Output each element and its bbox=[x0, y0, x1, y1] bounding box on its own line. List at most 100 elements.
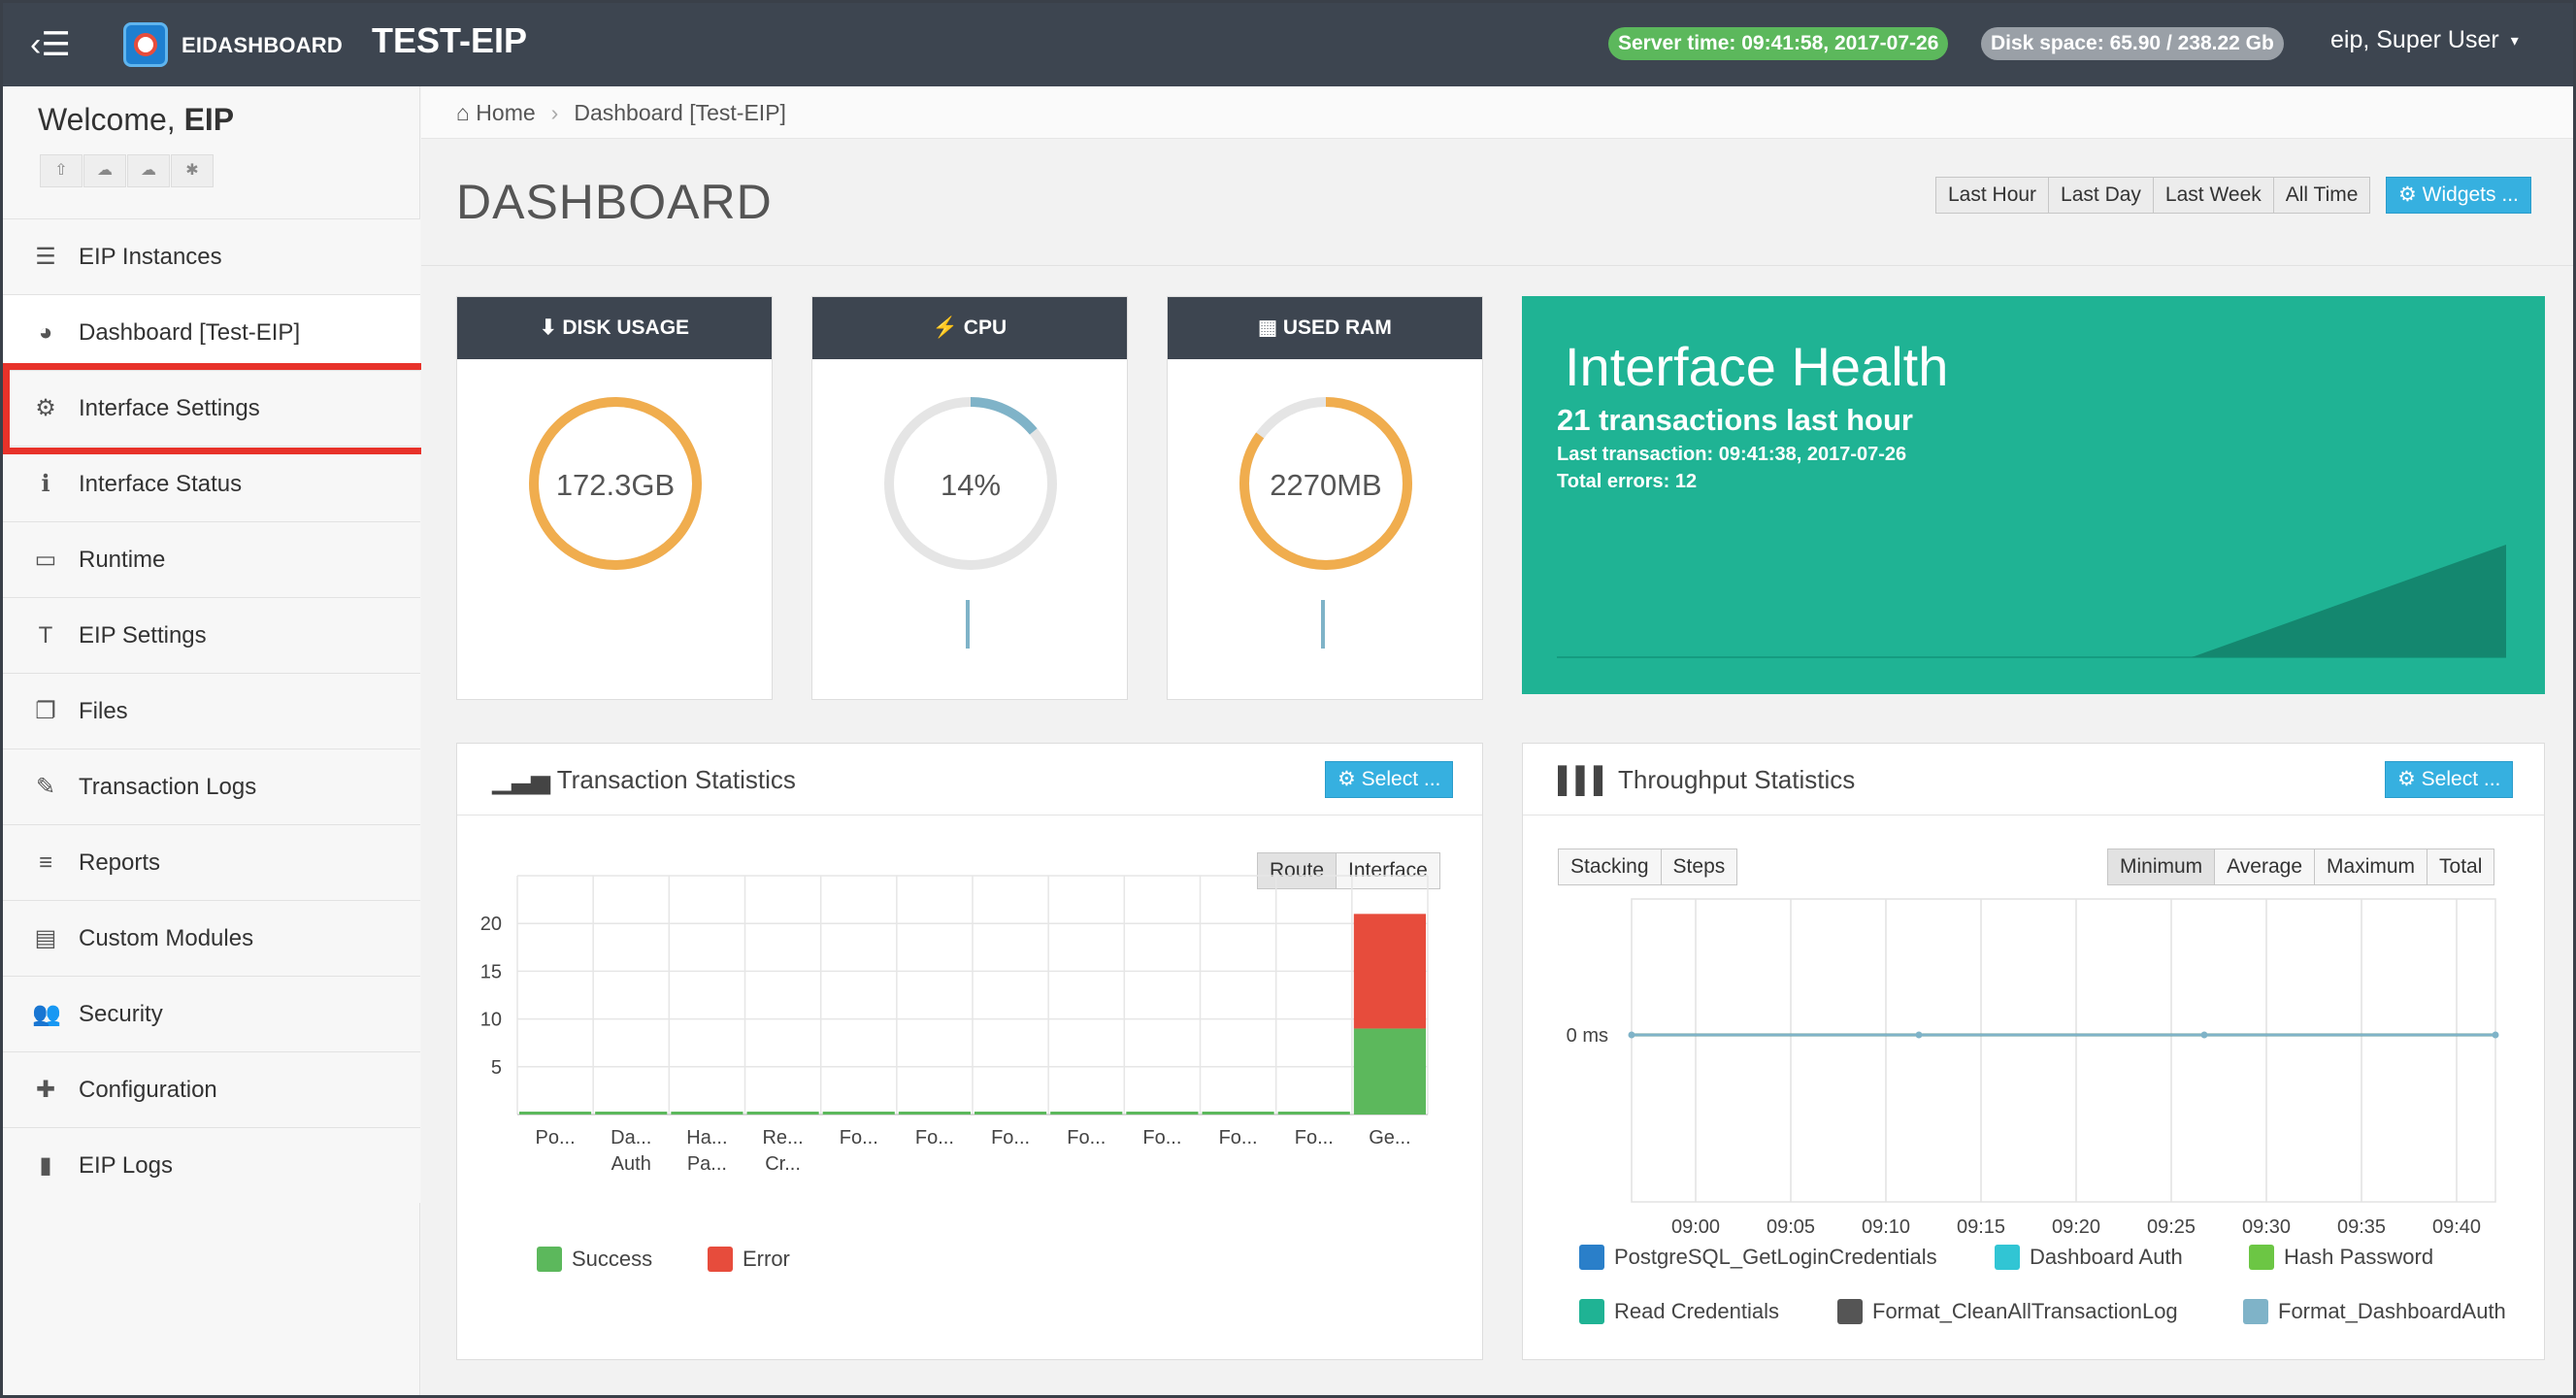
stacking-button[interactable]: Stacking bbox=[1558, 849, 1662, 885]
maximum-button[interactable]: Maximum bbox=[2315, 849, 2428, 885]
panel-title: ▌▌▌ Throughput Statistics bbox=[1558, 765, 1856, 794]
sidebar-item-security[interactable]: 👥 Security bbox=[3, 976, 420, 1051]
server-time-badge: Server time: 09:41:58, 2017-07-26 bbox=[1608, 27, 1949, 60]
bug-icon[interactable]: ✱ bbox=[171, 154, 214, 187]
legend-item: Dashboard Auth bbox=[1995, 1245, 2183, 1270]
range-last-hour-button[interactable]: Last Hour bbox=[1935, 177, 2050, 214]
sidebar-item-label: Configuration bbox=[79, 1076, 217, 1103]
sidebar-item-transaction-logs[interactable]: ✎ Transaction Logs bbox=[3, 749, 420, 824]
data-point bbox=[1628, 1031, 1635, 1039]
sidebar-item-interface-status[interactable]: ℹ Interface Status bbox=[3, 446, 420, 521]
range-last-week-button[interactable]: Last Week bbox=[2153, 177, 2274, 214]
legend-item: PostgreSQL_GetLoginCredentials bbox=[1579, 1245, 1937, 1270]
files-icon: ❐ bbox=[35, 698, 56, 724]
bar-error[interactable] bbox=[1353, 914, 1426, 1029]
bar-success[interactable] bbox=[746, 1112, 819, 1115]
x-tick-label: 09:35 bbox=[2337, 1216, 2386, 1238]
gauge-arc bbox=[884, 397, 1057, 570]
bar-success[interactable] bbox=[519, 1112, 592, 1115]
widgets-button[interactable]: ⚙ Widgets ... bbox=[2386, 177, 2531, 214]
monitor-icon: ▭ bbox=[34, 547, 57, 573]
sidebar-item-label: Dashboard [Test-EIP] bbox=[79, 318, 301, 346]
used-ram-header: ▦ USED RAM bbox=[1168, 297, 1482, 359]
cloud-download-icon[interactable]: ☁ bbox=[127, 154, 170, 187]
gauge-arc bbox=[529, 397, 702, 570]
sidebar-item-eip-settings[interactable]: T EIP Settings bbox=[3, 597, 420, 673]
health-errors: Total errors: 12 bbox=[1557, 471, 1698, 492]
select-button[interactable]: ⚙ Select ... bbox=[1325, 761, 1454, 798]
range-last-day-button[interactable]: Last Day bbox=[2049, 177, 2154, 214]
bar-success[interactable] bbox=[974, 1112, 1047, 1115]
x-tick-label: 09:15 bbox=[1957, 1216, 2005, 1238]
user-menu[interactable]: eip, Super User ▾ bbox=[2330, 26, 2519, 54]
sidebar-item-runtime[interactable]: ▭ Runtime bbox=[3, 521, 420, 597]
transaction-statistics-panel: ▁▃▅ Transaction Statistics ⚙ Select ... … bbox=[456, 743, 1483, 1360]
sidebar-item-dashboard-test-eip[interactable]: ◕ Dashboard [Test-EIP] bbox=[3, 294, 420, 370]
x-tick-label: 09:40 bbox=[2432, 1216, 2481, 1238]
x-tick-label: 09:30 bbox=[2242, 1216, 2291, 1238]
info-icon: ℹ bbox=[41, 471, 50, 497]
x-tick-label: 09:00 bbox=[1671, 1216, 1720, 1238]
main-content: ⌂ Home › Dashboard [Test-EIP] DASHBOARD La… bbox=[421, 86, 2573, 1395]
select-button[interactable]: ⚙ Select ... bbox=[2385, 761, 2514, 798]
health-title: Interface Health bbox=[1565, 336, 1949, 397]
y-tick-label: 0 ms bbox=[1567, 1025, 1608, 1047]
x-tick-label: Fo... bbox=[840, 1127, 878, 1148]
signal-icon: ▁▃▅ bbox=[492, 765, 557, 794]
sidebar-item-label: Custom Modules bbox=[79, 924, 254, 951]
sidebar-item-label: Security bbox=[79, 1000, 163, 1027]
sidebar-item-interface-settings[interactable]: ⚙ Interface Settings bbox=[3, 370, 420, 446]
steps-button[interactable]: Steps bbox=[1661, 849, 1738, 885]
x-tick-label: Ge... bbox=[1369, 1127, 1410, 1148]
bar-success[interactable] bbox=[1126, 1112, 1199, 1115]
x-tick-label: 09:20 bbox=[2052, 1216, 2100, 1238]
highlight-box bbox=[3, 363, 428, 454]
sidebar-item-eip-logs[interactable]: ▮ EIP Logs bbox=[3, 1127, 420, 1203]
breadcrumb-home[interactable]: Home bbox=[476, 100, 536, 125]
file-icon: ▮ bbox=[39, 1152, 52, 1179]
cloud-upload-icon[interactable]: ☁ bbox=[83, 154, 126, 187]
bar-success[interactable] bbox=[595, 1112, 668, 1115]
y-tick-label: 10 bbox=[480, 1010, 502, 1031]
aggregate-toggle: Minimum Average Maximum Total bbox=[2107, 849, 2495, 885]
sidebar-item-configuration[interactable]: ✚ Configuration bbox=[3, 1051, 420, 1127]
range-all-time-button[interactable]: All Time bbox=[2273, 177, 2371, 214]
bar-success[interactable] bbox=[1277, 1112, 1350, 1115]
bar-success[interactable] bbox=[671, 1112, 743, 1115]
legend-swatch bbox=[1579, 1299, 1604, 1324]
cpu-header: ⚡ CPU bbox=[812, 297, 1127, 359]
welcome-user: EIP bbox=[183, 102, 235, 137]
stacking-toggle: Stacking Steps bbox=[1558, 849, 1738, 885]
y-tick-label: 5 bbox=[491, 1057, 502, 1079]
sidebar-item-label: Reports bbox=[79, 849, 161, 876]
total-button[interactable]: Total bbox=[2427, 849, 2495, 885]
home-icon: ⌂ bbox=[456, 100, 470, 125]
bar-chart-icon: ▌▌▌ bbox=[1558, 765, 1619, 794]
sidebar-item-files[interactable]: ❐ Files bbox=[3, 673, 420, 749]
bar-success[interactable] bbox=[1050, 1112, 1123, 1115]
minimum-button[interactable]: Minimum bbox=[2107, 849, 2216, 885]
used-ram-card: ▦ USED RAM 2270MB bbox=[1167, 296, 1483, 700]
user-name: eip, Super User bbox=[2330, 26, 2499, 53]
x-tick-label: Fo... bbox=[1142, 1127, 1181, 1148]
sidebar-item-reports[interactable]: ≡ Reports bbox=[3, 824, 420, 900]
upload-icon[interactable]: ⇧ bbox=[40, 154, 83, 187]
legend-item: Format_DashboardAuth bbox=[2243, 1299, 2506, 1324]
disk-space-badge: Disk space: 65.90 / 238.22 Gb bbox=[1981, 27, 2284, 60]
cpu-gauge bbox=[884, 397, 1057, 649]
bar-success[interactable] bbox=[822, 1112, 895, 1115]
x-tick-label: 09:10 bbox=[1862, 1216, 1910, 1238]
x-tick-label: Auth bbox=[611, 1153, 651, 1175]
sidebar-item-eip-instances[interactable]: ☰ EIP Instances bbox=[3, 218, 420, 294]
sidebar-toggle-icon[interactable]: ‹☰ bbox=[30, 26, 71, 63]
cpu-value: 14% bbox=[940, 468, 1002, 502]
text-icon: T bbox=[38, 621, 53, 649]
bar-success[interactable] bbox=[1353, 1028, 1426, 1115]
page-title: DASHBOARD bbox=[456, 175, 773, 229]
x-tick-label: Ha... bbox=[686, 1127, 727, 1148]
sidebar-item-custom-modules[interactable]: ▤ Custom Modules bbox=[3, 900, 420, 976]
bar-success[interactable] bbox=[1202, 1112, 1274, 1115]
average-button[interactable]: Average bbox=[2215, 849, 2316, 885]
disk-usage-gauge bbox=[529, 397, 702, 570]
bar-success[interactable] bbox=[898, 1112, 971, 1115]
